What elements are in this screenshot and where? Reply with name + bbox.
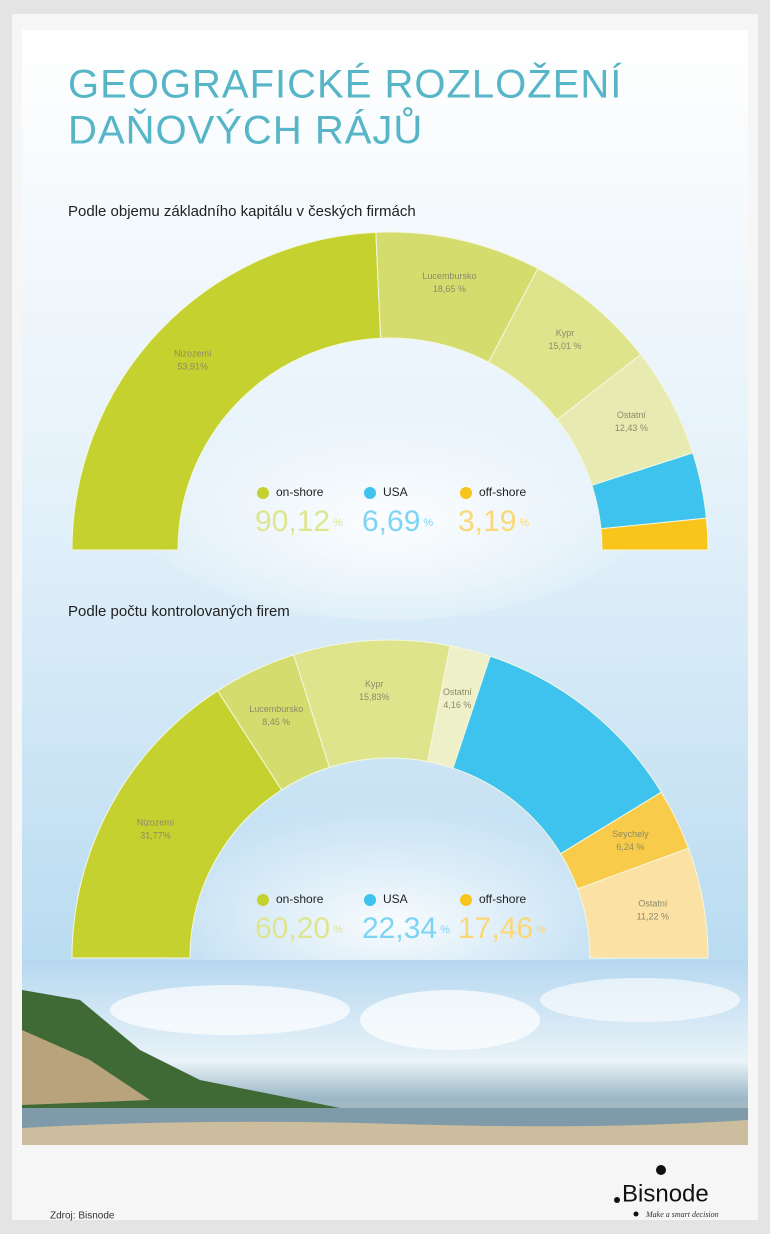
segment-name: Ostatní: [638, 899, 668, 909]
legend-value-unit: %: [536, 924, 546, 936]
title-line: DAŇOVÝCH RÁJŮ: [68, 106, 423, 153]
segment-value-label: 11,22 %: [637, 912, 669, 922]
beach-photo: [22, 960, 748, 1145]
segment-name: Nizozemí: [174, 349, 212, 359]
logo-tagline: Make a smart decision: [645, 1210, 719, 1219]
segment-value-label: 8,45 %: [262, 717, 290, 727]
cloud: [110, 985, 350, 1035]
segment-name: Nizozemí: [137, 818, 175, 828]
legend-value-unit: %: [440, 924, 450, 936]
logo-name: Bisnode: [622, 1180, 709, 1207]
legend-label: off-shore: [479, 485, 526, 499]
legend-label: on-shore: [276, 485, 324, 499]
chart-subtitle: Podle objemu základního kapitálu v český…: [68, 203, 416, 220]
legend-dot: [460, 894, 472, 906]
logo-dot: [614, 1197, 620, 1203]
legend-value: 90,12%: [255, 505, 343, 538]
legend-value-number: 22,34: [362, 912, 437, 945]
legend-value: 60,20%: [255, 912, 343, 945]
source: Zdroj: Bisnode: [50, 1211, 115, 1222]
legend-label: on-shore: [276, 892, 324, 906]
legend-value-unit: %: [423, 517, 433, 529]
segment-value-label: 15,83%: [359, 692, 390, 702]
legend-dot: [257, 894, 269, 906]
segment-name: Ostatní: [617, 410, 647, 420]
segment-name: Kypr: [365, 679, 384, 689]
cloud: [540, 978, 740, 1022]
legend-dot: [257, 487, 269, 499]
segment-value-label: 4,16 %: [443, 700, 471, 710]
legend-value-unit: %: [333, 517, 343, 529]
segment-value-label: 31,77%: [140, 831, 171, 841]
legend-value-number: 6,69: [362, 505, 420, 538]
legend-value-number: 17,46: [458, 912, 533, 945]
legend-value-number: 90,12: [255, 505, 330, 538]
legend-value-unit: %: [333, 924, 343, 936]
segment-name: Kypr: [556, 328, 575, 338]
segment-value-label: 15,01 %: [549, 341, 582, 351]
legend-dot: [460, 487, 472, 499]
logo-dot: [634, 1212, 639, 1217]
segment-name: Lucembursko: [249, 704, 303, 714]
chart-subtitle: Podle počtu kontrolovaných firem: [68, 603, 290, 620]
segment-name: Seychely: [612, 829, 649, 839]
legend-value-number: 60,20: [255, 912, 330, 945]
legend-value: 17,46%: [458, 912, 546, 945]
segment-value-label: 12,43 %: [615, 423, 648, 433]
legend-label: USA: [383, 485, 408, 499]
legend-value: 22,34%: [362, 912, 450, 945]
segment-value-label: 6,24 %: [616, 842, 644, 852]
legend-dot: [364, 487, 376, 499]
title-line: GEOGRAFICKÉ ROZLOŽENÍ: [68, 62, 622, 107]
legend-value-number: 3,19: [458, 505, 516, 538]
legend-label: USA: [383, 892, 408, 906]
segment-value-label: 53,91%: [177, 362, 208, 372]
cloud: [360, 990, 540, 1050]
legend-value-unit: %: [519, 517, 529, 529]
segment-value-label: 18,65 %: [433, 284, 466, 294]
segment-name: Ostatní: [443, 687, 473, 697]
infographic: GEOGRAFICKÉ ROZLOŽENÍ DAŇOVÝCH RÁJŮ Zdro…: [0, 0, 770, 1234]
logo-dot: [656, 1165, 666, 1175]
legend-label: off-shore: [479, 892, 526, 906]
segment-name: Lucembursko: [422, 271, 476, 281]
legend-dot: [364, 894, 376, 906]
